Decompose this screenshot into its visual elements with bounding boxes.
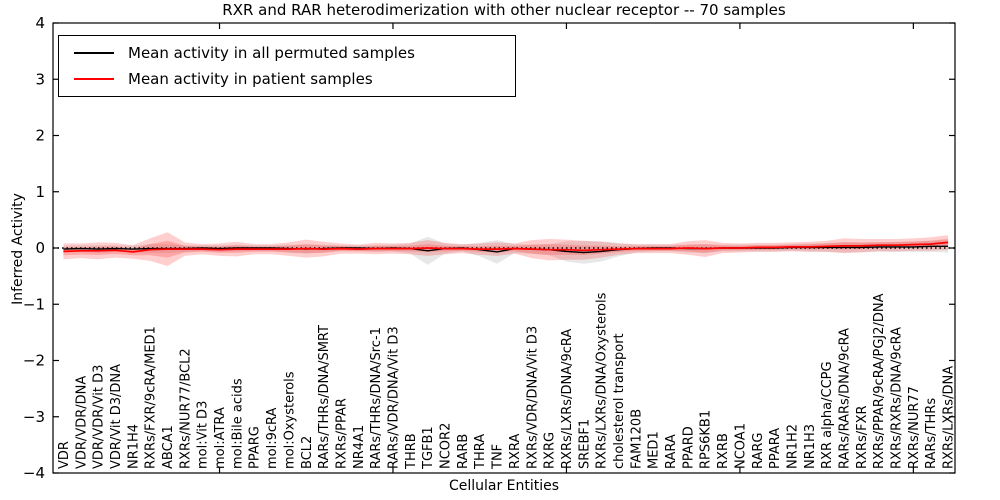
permuted-line-swatch — [74, 52, 114, 54]
x-category-label: PPARA — [768, 428, 783, 469]
x-category-label: RXRs/FXR — [855, 405, 870, 469]
x-category-label: NCOA1 — [733, 423, 748, 469]
axis-ticks — [53, 22, 955, 474]
legend-label-permuted: Mean activity in all permuted samples — [128, 44, 415, 62]
x-category-label: mol:Oxysterols — [282, 371, 297, 469]
x-category-label: RARs/RARs/DNA/9cRA — [837, 328, 852, 469]
x-category-label: RXRs/RXRs/DNA/9cRA — [890, 327, 905, 469]
x-category-label: MED1 — [647, 431, 662, 469]
x-category-label: NR1H2 — [785, 424, 800, 469]
x-category-label: RARG — [751, 432, 766, 469]
x-category-label: RARB — [456, 434, 471, 469]
legend-label-patient: Mean activity in patient samples — [128, 70, 373, 88]
x-category-label: RXRA — [508, 434, 523, 469]
x-category-label: mol:9cRA — [265, 407, 280, 469]
x-category-label: RPS6KB1 — [699, 410, 714, 469]
x-category-label: RARA — [664, 434, 679, 469]
x-category-label: FAM120B — [629, 409, 644, 469]
x-category-labels: VDR VDR/VDR/DNA VDR/VDR/Vit D3 VDR/Vit D3/D… — [57, 292, 957, 470]
x-category-label: THRB — [404, 433, 419, 470]
legend-entry-patient: Mean activity in patient samples — [59, 70, 515, 88]
y-tick-label: −2 — [23, 352, 45, 370]
mean-lines — [53, 241, 955, 254]
x-category-label: mol:Vit D3 — [196, 401, 211, 469]
x-axis-label: Cellular Entities — [448, 478, 560, 494]
x-category-label: mol:Bile acids — [230, 378, 245, 469]
x-category-label: RXRs/LXRs/DNA/Oxysterols — [595, 292, 610, 469]
y-tick-label: −4 — [23, 464, 45, 482]
x-category-label: RXRs/NUR77 — [907, 386, 922, 469]
y-tick-label: −3 — [23, 408, 45, 426]
x-category-label: RXRs/LXRs/DNA/9cRA — [560, 329, 575, 469]
x-category-label: RXRs/PPAR/9cRA/PGJ2/DNA — [872, 293, 887, 469]
x-category-label: RARs/THRs — [924, 398, 939, 469]
y-axis-label: Inferred Activity — [10, 193, 26, 305]
x-category-label: RXRs/NUR77/BCL2 — [178, 348, 193, 469]
patient-line-swatch — [74, 78, 114, 80]
y-tick-label: 3 — [35, 70, 45, 88]
legend-entry-permuted: Mean activity in all permuted samples — [59, 44, 515, 62]
x-category-label: PPARD — [681, 426, 696, 469]
y-tick-labels: 4 3 2 1 0 −1 −2 −3 −4 — [23, 14, 45, 482]
x-category-label: TNF — [491, 444, 506, 470]
x-category-label: VDR/VDR/DNA — [74, 376, 89, 469]
x-category-label: PPARG — [248, 426, 263, 469]
y-tick-label: −1 — [23, 295, 45, 313]
x-category-label: ABCA1 — [161, 425, 176, 469]
x-category-label: VDR — [57, 441, 72, 469]
x-category-label: RARs/THRs/DNA/SMRT — [317, 325, 332, 469]
x-category-label: RARs/THRs/DNA/Src-1 — [369, 327, 384, 469]
x-category-label: RXRs/LXRs/DNA — [942, 366, 957, 469]
x-category-label: RXR alpha/CCPG — [820, 361, 835, 469]
x-category-label: NR1H4 — [126, 424, 141, 469]
x-category-label: RXRB — [716, 433, 731, 469]
x-category-label: SREBF1 — [577, 419, 592, 469]
y-tick-label: 0 — [35, 239, 45, 257]
x-category-label: RXRG — [543, 432, 558, 469]
x-category-label: cholesterol transport — [612, 333, 627, 469]
x-category-label: TGFB1 — [421, 426, 436, 470]
y-tick-label: 1 — [35, 183, 45, 201]
x-category-label: VDR/VDR/Vit D3 — [92, 365, 107, 469]
x-category-label: RXRs/FXR/9cRA/MED1 — [144, 326, 159, 469]
chart-title: RXR and RAR heterodimerization with othe… — [222, 1, 786, 19]
x-category-label: NCOR2 — [439, 423, 454, 469]
x-category-label: THRA — [473, 434, 488, 470]
x-category-label: RXRs/VDR/DNA/Vit D3 — [525, 326, 540, 469]
x-category-label: RXRs/PPAR — [334, 398, 349, 469]
y-tick-label: 4 — [35, 14, 45, 32]
legend-box: Mean activity in all permuted samples Me… — [58, 35, 516, 97]
patient-mean-line — [63, 241, 949, 253]
x-category-label: BCL2 — [300, 436, 315, 469]
x-category-label: NR1H3 — [803, 424, 818, 469]
x-category-label: RARs/VDR/DNA/Vit D3 — [386, 326, 401, 469]
x-category-label: NR4A1 — [352, 425, 367, 469]
x-category-label: mol:ATRA — [213, 407, 228, 469]
y-tick-label: 2 — [35, 127, 45, 145]
x-category-label: VDR/Vit D3/DNA — [109, 364, 124, 469]
